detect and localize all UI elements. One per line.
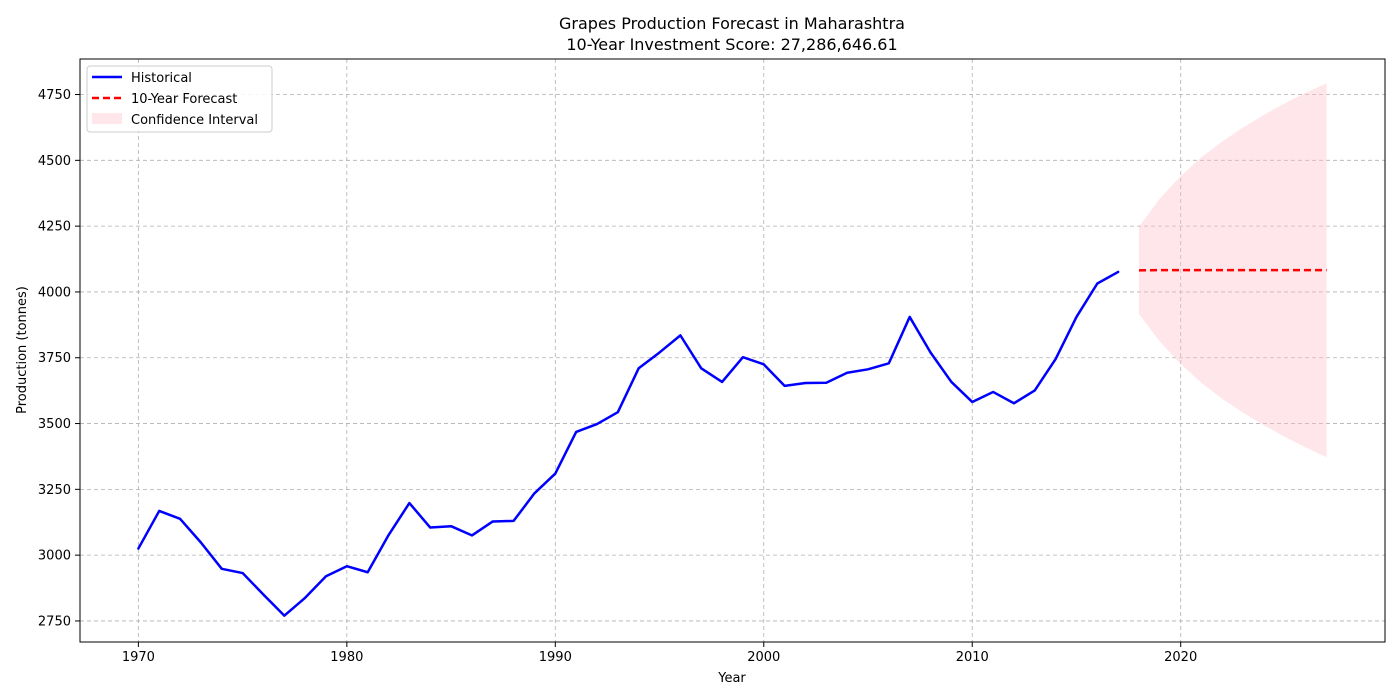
x-tick-label: 2000 bbox=[747, 650, 780, 665]
y-tick-label: 3000 bbox=[38, 549, 71, 564]
y-tick-label: 4500 bbox=[38, 154, 71, 169]
grid-lines bbox=[80, 59, 1385, 642]
legend: Historical 10-Year Forecast Confidence I… bbox=[86, 65, 273, 133]
series-layer bbox=[137, 268, 1327, 617]
plot-frame bbox=[79, 58, 1386, 643]
legend-ci-swatch bbox=[92, 113, 122, 124]
x-tick-label: 2010 bbox=[956, 650, 989, 665]
x-tick-label: 2020 bbox=[1164, 650, 1197, 665]
legend-forecast-label: 10-Year Forecast bbox=[131, 92, 237, 107]
y-tick-label: 4000 bbox=[38, 285, 71, 300]
historical-series-line bbox=[137, 270, 1120, 617]
legend-ci-label: Confidence Interval bbox=[131, 113, 258, 128]
x-axis-label: Year bbox=[717, 671, 746, 686]
x-tick-label: 1980 bbox=[330, 650, 363, 665]
chart-subtitle: 10-Year Investment Score: 27,286,646.61 bbox=[566, 35, 897, 54]
y-tick-label: 3750 bbox=[38, 351, 71, 366]
y-tick-label: 2750 bbox=[38, 614, 71, 629]
axis-ticks: 1970 1980 1990 2000 2010 2020 2750 3000 3250 3500… bbox=[38, 88, 1197, 665]
x-tick-label: 1970 bbox=[122, 650, 155, 665]
legend-historical-label: Historical bbox=[131, 71, 192, 86]
y-axis-label: Production (tonnes) bbox=[15, 286, 30, 414]
y-tick-label: 4750 bbox=[38, 88, 71, 103]
y-tick-label: 3500 bbox=[38, 417, 71, 432]
chart-title: Grapes Production Forecast in Maharashtr… bbox=[559, 14, 905, 33]
y-tick-label: 4250 bbox=[38, 220, 71, 235]
legend-box bbox=[86, 65, 273, 133]
x-tick-label: 1990 bbox=[539, 650, 572, 665]
y-tick-label: 3250 bbox=[38, 483, 71, 498]
